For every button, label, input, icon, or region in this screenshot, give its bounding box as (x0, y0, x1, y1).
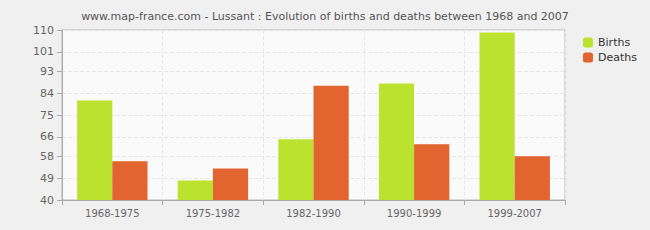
svg-text:1999-2007: 1999-2007 (487, 208, 542, 219)
svg-text:Births: Births (598, 36, 630, 49)
svg-text:1968-1975: 1968-1975 (85, 208, 140, 219)
svg-text:93: 93 (40, 65, 54, 78)
svg-text:58: 58 (40, 150, 54, 163)
svg-text:1975-1982: 1975-1982 (186, 208, 241, 219)
svg-text:1990-1999: 1990-1999 (387, 208, 442, 219)
svg-text:110: 110 (33, 24, 54, 37)
svg-text:101: 101 (33, 45, 54, 58)
svg-text:75: 75 (40, 109, 54, 122)
svg-text:Deaths: Deaths (598, 51, 637, 64)
svg-text:49: 49 (40, 172, 54, 185)
svg-text:1982-1990: 1982-1990 (286, 208, 341, 219)
svg-text:84: 84 (40, 87, 54, 100)
svg-text:www.map-france.com - Lussant :: www.map-france.com - Lussant : Evolution… (81, 10, 569, 23)
svg-text:40: 40 (40, 194, 54, 207)
svg-text:66: 66 (40, 130, 54, 143)
